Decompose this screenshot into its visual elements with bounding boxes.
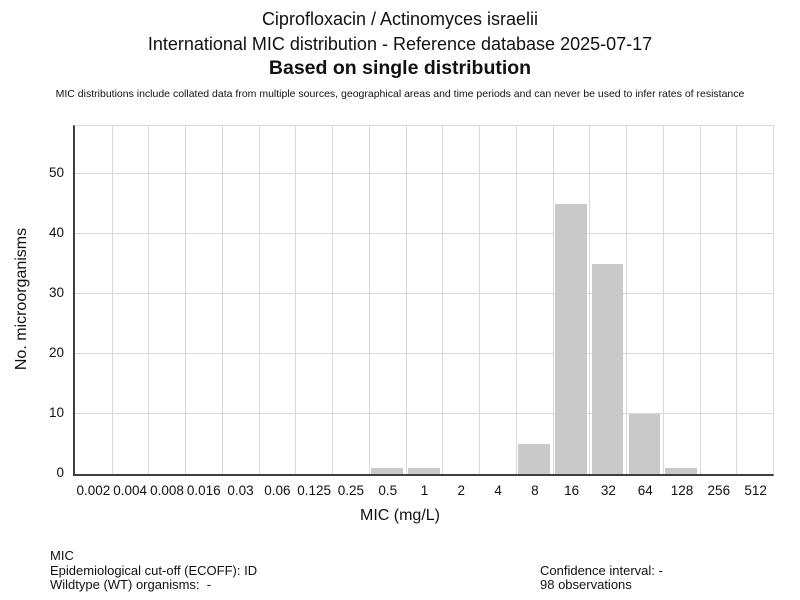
x-tick-label: 0.25: [337, 483, 365, 498]
x-tick-label: 2: [457, 483, 466, 498]
h-gridline: [75, 233, 773, 234]
mic-bar-16: [555, 204, 587, 474]
v-gridline: [368, 126, 370, 474]
y-tick-label: 40: [48, 225, 64, 240]
v-gridline: [295, 126, 297, 474]
y-axis-ticks: 0 10 20 30 40 50: [0, 125, 64, 480]
v-gridline: [332, 126, 334, 474]
x-tick-label: 0.5: [378, 483, 398, 498]
mic-bar-32: [591, 264, 624, 474]
y-tick-label: 50: [48, 165, 64, 180]
footer-mic-label: MIC: [50, 548, 74, 563]
v-gridline: [221, 126, 223, 474]
v-gridline: [589, 126, 591, 474]
x-tick-label: 0.125: [297, 483, 332, 498]
x-tick-label: 0.06: [264, 483, 291, 498]
x-tick-label: 0.002: [76, 483, 111, 498]
v-gridline: [662, 126, 664, 474]
h-gridline: [75, 293, 773, 294]
x-tick-label: 4: [494, 483, 502, 498]
x-tick-label: 0.016: [186, 483, 221, 498]
x-tick-label: 0.004: [113, 483, 148, 498]
v-gridline: [148, 126, 150, 474]
x-tick-label: 8: [531, 483, 539, 498]
h-gridline: [75, 413, 773, 414]
x-axis-title: MIC (mg/L): [360, 507, 440, 524]
v-gridline: [479, 126, 481, 474]
v-gridline: [111, 126, 113, 474]
x-tick-label: 1: [420, 483, 429, 498]
mic-bar-128: [665, 468, 697, 474]
mic-bar-64: [628, 414, 661, 474]
mic-bar-8: [518, 444, 550, 474]
disclaimer-text: MIC distributions include collated data …: [55, 88, 745, 100]
v-gridline: [442, 126, 444, 474]
x-tick-label: 32: [600, 483, 616, 498]
footer-left-block: MIC Epidemiological cut-off (ECOFF): ID …: [50, 548, 258, 593]
v-gridline: [626, 126, 628, 474]
y-tick-label: 30: [48, 285, 64, 300]
footer-wildtype-label: Wildtype (WT) organisms: -: [50, 577, 212, 592]
h-gridline: [75, 353, 773, 354]
mic-bar-1: [408, 468, 440, 474]
distribution-type-title: Based on single distribution: [268, 57, 532, 79]
x-tick-label: 256: [707, 483, 731, 498]
x-tick-label: 128: [670, 483, 694, 498]
footer-right-block: Confidence interval: - 98 observations: [540, 562, 663, 593]
v-gridline: [515, 126, 517, 474]
footer-observations-count: 98 observations: [540, 577, 632, 592]
x-axis-ticks: 0.002 0.004 0.008 0.016 0.03 0.06 0.125 0.25 0.5…: [75, 483, 774, 499]
v-gridline: [699, 126, 701, 474]
x-tick-label: 0.03: [227, 483, 254, 498]
footer-ecoff-label: Epidemiological cut-off (ECOFF): ID: [50, 562, 258, 578]
x-tick-label: 0.008: [150, 483, 184, 498]
v-gridline: [552, 126, 554, 474]
page-title: Ciprofloxacin / Actinomyces israelii: [261, 9, 539, 29]
mic-bar-0.5: [371, 468, 404, 474]
v-gridline: [405, 126, 407, 474]
h-gridline: [75, 173, 773, 174]
x-tick-label: 64: [637, 483, 653, 498]
v-gridline: [258, 126, 260, 474]
page-subtitle: International MIC distribution - Referen…: [147, 34, 653, 54]
v-gridline: [185, 126, 187, 474]
y-tick-label: 20: [48, 345, 64, 360]
x-tick-label: 16: [564, 483, 580, 498]
y-tick-label: 0: [56, 465, 64, 480]
x-tick-label: 512: [744, 483, 767, 498]
y-tick-label: 10: [48, 405, 64, 420]
plot-area: [73, 125, 774, 476]
footer-confidence-interval: Confidence interval: -: [540, 562, 663, 578]
v-gridline: [736, 126, 738, 474]
